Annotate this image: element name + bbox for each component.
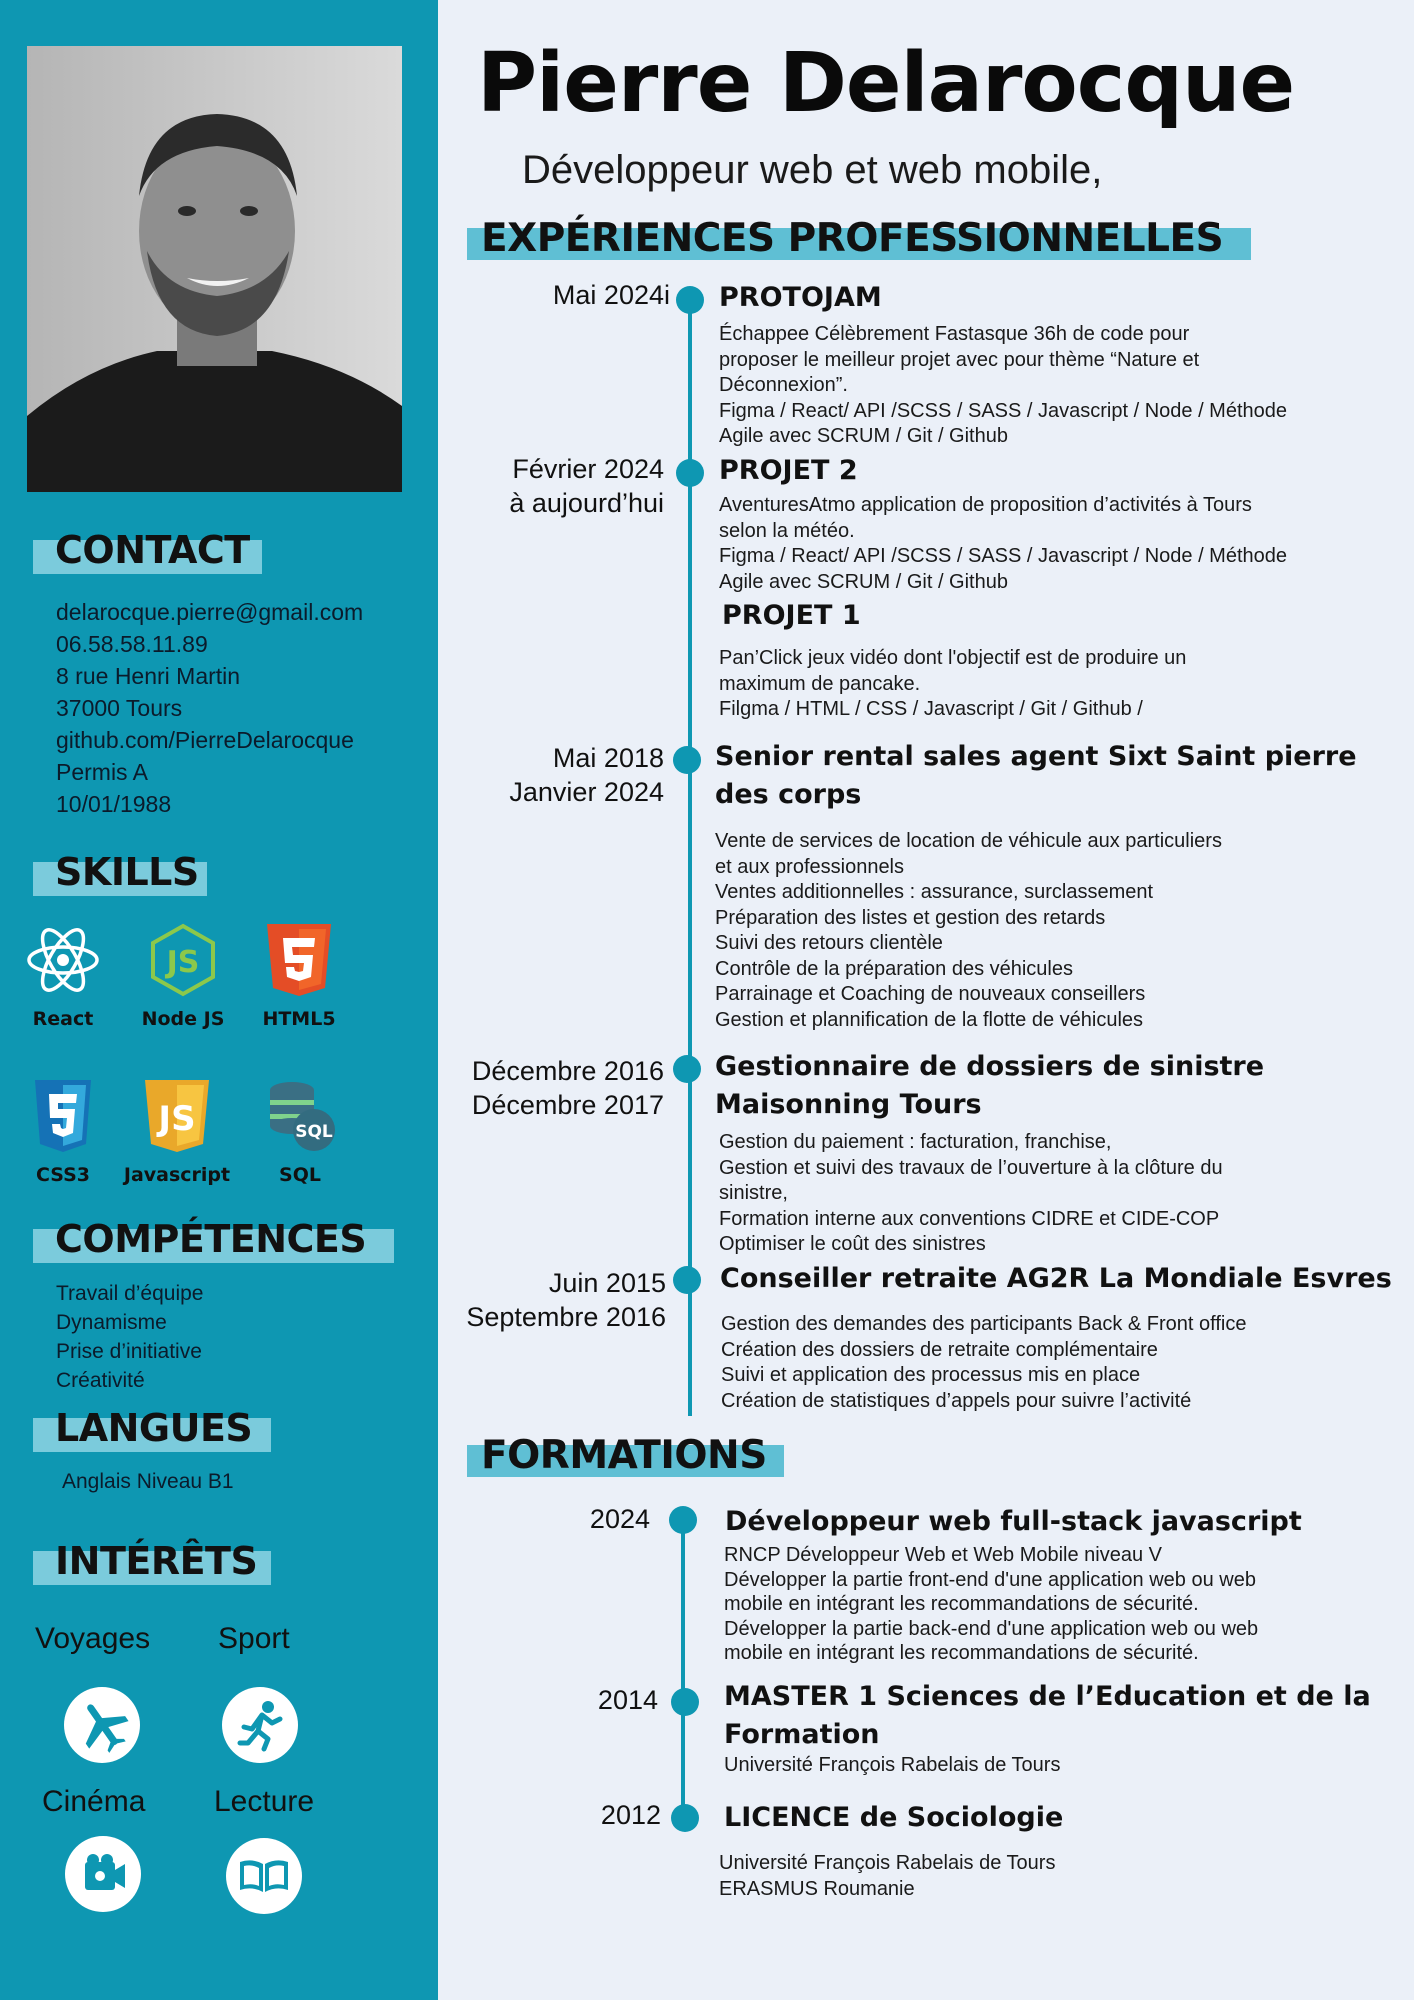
skill-sql: SQL SQL [245, 1078, 355, 1186]
interest-label-sport: Sport [218, 1622, 290, 1655]
skill-html5: HTML5 [244, 922, 354, 1030]
interets-heading: INTÉRÊTS [33, 1539, 271, 1585]
experience-date: Mai 2024i [552, 280, 670, 310]
interest-label-lecture: Lecture [214, 1785, 315, 1818]
interest-label-cinema: Cinéma [42, 1785, 146, 1818]
experience-title: PROJET 1 [722, 600, 861, 631]
skill-nodejs: JS Node JS [128, 922, 238, 1030]
contact-phone[interactable]: 06.58.58.11.89 [56, 631, 208, 657]
candidate-name: Pierre Delarocque [477, 36, 1295, 131]
experience-title: PROTOJAM [719, 282, 882, 313]
language-item: Anglais Niveau B1 [62, 1470, 234, 1493]
contact-github[interactable]: github.com/PierreDelarocque [56, 727, 354, 753]
contact-street: 8 rue Henri Martin [56, 663, 241, 689]
experience-description: AventuresAtmo application de proposition… [719, 494, 1288, 593]
formation-date: 2024 [589, 1504, 650, 1534]
skill-label: React [32, 1008, 94, 1030]
skill-label: Node JS [141, 1008, 225, 1030]
competence-item: Travail d’équipe [56, 1282, 204, 1305]
experience-title: Conseiller retraite AG2R La Mondiale Esv… [720, 1263, 1392, 1294]
sidebar: CONTACT delarocque.pierre@gmail.com 06.5… [0, 0, 438, 2000]
contact-birthdate: 10/01/1988 [56, 791, 172, 817]
formation-title: Développeur web full-stack javascript [725, 1506, 1302, 1537]
timeline-dot [671, 1688, 699, 1716]
react-icon [27, 928, 99, 992]
experience-description: Pan’Click jeux vidéo dont l'objectif est… [719, 647, 1187, 720]
formation-timeline [681, 1520, 685, 1820]
experience-date: Mai 2018 Janvier 2024 [509, 743, 664, 807]
svg-text:SQL: SQL [295, 1122, 333, 1142]
timeline-dot [676, 459, 704, 487]
formation-title: LICENCE de Sociologie [724, 1802, 1064, 1833]
competence-item: Dynamisme [56, 1311, 167, 1334]
formation-date: 2012 [600, 1800, 661, 1830]
javascript-icon: JS [145, 1080, 209, 1152]
job-subtitle: Développeur web et web mobile, [522, 148, 1103, 192]
timeline-dot [673, 1055, 701, 1083]
skill-label: Javascript [123, 1164, 231, 1186]
interest-label-voyages: Voyages [35, 1622, 151, 1655]
experience-date: Février 2024 à aujourd’hui [509, 454, 664, 518]
experience-description: Échappee Célèbrement Fastasque 36h de co… [719, 323, 1288, 447]
sql-icon: SQL [270, 1082, 335, 1151]
contact-city: 37000 Tours [56, 695, 183, 721]
skill-javascript: JS Javascript [122, 1078, 232, 1186]
formation-description: Université François Rabelais de Tours [724, 1754, 1061, 1776]
experience-date: Décembre 2016 Décembre 2017 [471, 1056, 664, 1120]
svg-text:JS: JS [165, 945, 200, 980]
timeline-dot [676, 286, 704, 314]
film-camera-icon [65, 1836, 141, 1912]
book-icon [226, 1838, 302, 1914]
experience-title: Senior rental sales agent Sixt Saint pie… [715, 741, 1357, 810]
skills-heading: SKILLS [33, 850, 207, 896]
competence-item: Prise d’initiative [56, 1340, 202, 1363]
contact-heading: CONTACT [33, 528, 262, 574]
langues-heading: LANGUES [33, 1406, 271, 1452]
html5-icon [267, 924, 331, 996]
css3-icon [35, 1080, 91, 1152]
formation-date: 2014 [597, 1685, 658, 1715]
timeline-dot [673, 746, 701, 774]
skill-css3: CSS3 [8, 1078, 118, 1186]
experience-title: PROJET 2 [719, 455, 858, 486]
timeline-dot [671, 1804, 699, 1832]
competences-list: Travail d’équipe Dynamisme Prise d’initi… [56, 1279, 203, 1395]
formations-heading: FORMATIONS [467, 1433, 784, 1478]
skill-label: HTML5 [262, 1008, 336, 1030]
airplane-icon [64, 1687, 140, 1763]
runner-icon [222, 1687, 298, 1763]
skill-react: React [8, 922, 118, 1030]
contact-email[interactable]: delarocque.pierre@gmail.com [56, 599, 364, 625]
experiences-heading: EXPÉRIENCES PROFESSIONNELLES [467, 216, 1251, 261]
contact-list: delarocque.pierre@gmail.com 06.58.58.11.… [56, 596, 363, 820]
competences-heading: COMPÉTENCES [33, 1217, 394, 1263]
profile-photo [27, 46, 402, 492]
skill-label: CSS3 [35, 1164, 91, 1186]
contact-license: Permis A [56, 759, 149, 785]
experience-timeline [688, 298, 692, 1416]
experience-date: Juin 2015 Septembre 2016 [466, 1268, 666, 1332]
experience-description: Gestion des demandes des participants Ba… [721, 1313, 1247, 1412]
formation-title: MASTER 1 Sciences de l’Education et de l… [724, 1681, 1371, 1750]
svg-text:JS: JS [156, 1099, 195, 1139]
formation-description: RNCP Développeur Web et Web Mobile nivea… [724, 1544, 1259, 1664]
nodejs-icon: JS [151, 923, 215, 997]
skill-label: SQL [279, 1164, 321, 1186]
experience-description: Gestion du paiement : facturation, franc… [719, 1131, 1223, 1255]
formation-description: Université François Rabelais de Tours ER… [719, 1852, 1056, 1900]
timeline-dot [669, 1506, 697, 1534]
timeline-dot [673, 1266, 701, 1294]
experience-title: Gestionnaire de dossiers de sinistre Mai… [715, 1051, 1265, 1120]
competence-item: Créativité [56, 1369, 145, 1392]
experience-description: Vente de services de location de véhicul… [715, 830, 1222, 1031]
